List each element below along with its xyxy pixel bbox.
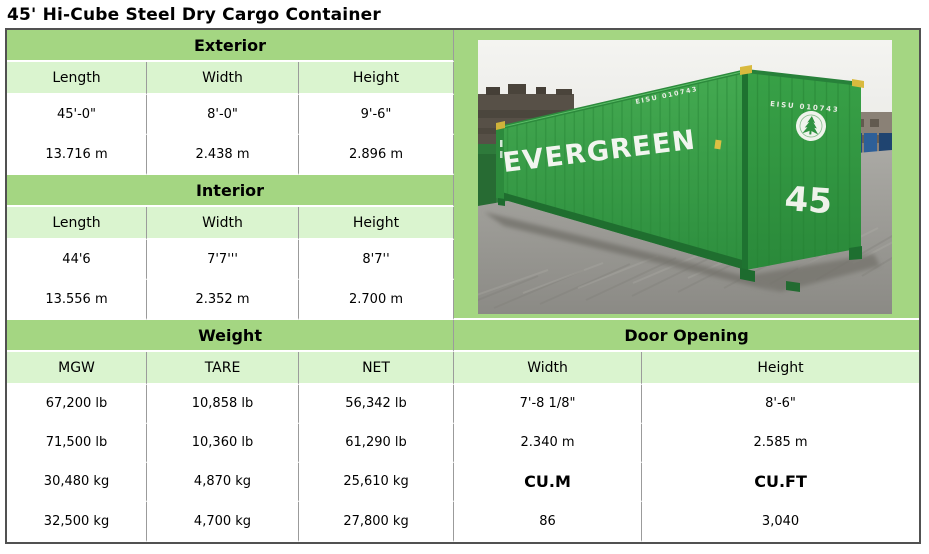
spec-value-cell: 13.716 m	[7, 135, 147, 175]
spec-value-cell: 71,500 lb	[7, 424, 147, 463]
door-col-width: Width	[454, 352, 643, 385]
spec-value-cell: 2.896 m	[299, 135, 455, 175]
container-photo-cell: EVERGREEN EISU 010743 EISU 010743 45	[454, 30, 920, 320]
exterior-section-header: Exterior	[7, 30, 455, 62]
spec-value-cell: 86	[454, 502, 643, 542]
spec-value-cell: 2.700 m	[299, 280, 455, 320]
spec-value-cell: 8'-0"	[147, 95, 299, 135]
spec-value-cell: 8'-6"	[642, 385, 920, 424]
container-foot	[786, 281, 801, 292]
corner-casting	[496, 121, 506, 130]
spec-value-cell: 32,500 kg	[7, 502, 147, 542]
door-col-height: Height	[642, 352, 920, 385]
container-shadow	[484, 212, 881, 292]
container-photo: EVERGREEN EISU 010743 EISU 010743 45	[454, 40, 920, 314]
page-title: 45' Hi-Cube Steel Dry Cargo Container	[7, 5, 381, 25]
container-foot	[849, 246, 863, 260]
weight-col-mgw: MGW	[7, 352, 147, 385]
spec-value-cell: 7'7'''	[147, 240, 299, 280]
spec-value-cell: 10,858 lb	[147, 385, 299, 424]
spec-value-cell: 30,480 kg	[7, 463, 147, 502]
spec-value-cell: 2.340 m	[454, 424, 643, 463]
spec-value-cell: 13.556 m	[7, 280, 147, 320]
shipping-container: EVERGREEN EISU 010743 EISU 010743 45	[496, 65, 865, 292]
spec-value-cell: 2.352 m	[147, 280, 299, 320]
exterior-col-height: Height	[299, 62, 455, 95]
yellow-placard	[714, 139, 722, 150]
weight-col-net: NET	[299, 352, 455, 385]
interior-section-header: Interior	[7, 175, 455, 207]
spec-value-cell: 8'7''	[299, 240, 455, 280]
interior-col-height: Height	[299, 207, 455, 240]
container-foot	[498, 198, 506, 206]
weight-col-tare: TARE	[147, 352, 299, 385]
spec-value-cell: 10,360 lb	[147, 424, 299, 463]
spec-value-cell: 61,290 lb	[299, 424, 455, 463]
spec-value-cell: 56,342 lb	[299, 385, 455, 424]
spec-value-cell: 9'-6"	[299, 95, 455, 135]
spec-value-cell: 2.585 m	[642, 424, 920, 463]
spec-value-cell: 67,200 lb	[7, 385, 147, 424]
exterior-col-width: Width	[147, 62, 299, 95]
interior-col-width: Width	[147, 207, 299, 240]
spec-value-cell: 45'-0"	[7, 95, 147, 135]
container-spec-table: Exterior	[5, 28, 922, 544]
spec-value-cell: 25,610 kg	[299, 463, 455, 502]
spec-value-cell: 44'6	[7, 240, 147, 280]
door-opening-section-header: Door Opening	[454, 320, 920, 352]
container-door-face	[746, 71, 862, 270]
corner-casting	[740, 65, 753, 75]
spec-value-cell: 27,800 kg	[299, 502, 455, 542]
exterior-col-length: Length	[7, 62, 147, 95]
door-size-marking: 45	[783, 179, 833, 222]
spec-value-cell: 4,870 kg	[147, 463, 299, 502]
spec-value-cell: 2.438 m	[147, 135, 299, 175]
container-foot	[740, 268, 756, 282]
corner-casting	[852, 79, 865, 88]
capacity-col-cum: CU.M	[454, 463, 643, 502]
capacity-col-cuft: CU.FT	[642, 463, 920, 502]
spec-value-cell: 4,700 kg	[147, 502, 299, 542]
interior-col-length: Length	[7, 207, 147, 240]
spec-value-cell: 7'-8 1/8"	[454, 385, 643, 424]
weight-section-header: Weight	[7, 320, 455, 352]
spec-value-cell: 3,040	[642, 502, 920, 542]
evergreen-logo	[796, 111, 827, 141]
